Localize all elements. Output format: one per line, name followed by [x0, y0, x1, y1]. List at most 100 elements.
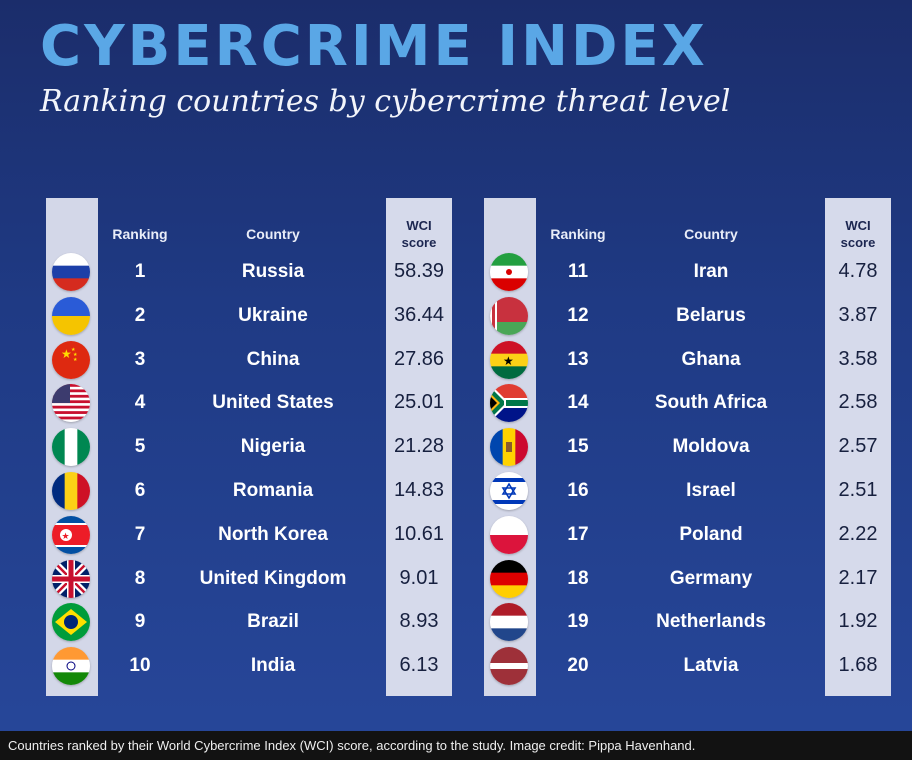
score-value: 1.92 — [838, 610, 878, 633]
ranking-header-right: Ranking — [550, 226, 606, 242]
page-title: CYBERCRIME INDEX — [40, 14, 708, 79]
score-header-line1: WCI — [845, 218, 871, 233]
country-label: China — [246, 348, 300, 370]
score-value: 10.61 — [393, 522, 445, 545]
south-africa-flag-icon — [490, 384, 528, 423]
country-label: Germany — [669, 567, 753, 589]
rank-label: 9 — [134, 611, 146, 633]
country-header-left: Country — [246, 226, 300, 242]
svg-text:★: ★ — [73, 357, 78, 363]
rank-label: 6 — [134, 480, 146, 501]
score-value: 21.28 — [393, 435, 445, 458]
rank-label: 18 — [567, 567, 589, 589]
poland-flag-icon — [490, 515, 528, 554]
rank-label: 15 — [567, 436, 589, 458]
country-label: United States — [212, 392, 334, 414]
germany-flag-icon — [490, 559, 528, 598]
score-column-left — [386, 198, 452, 696]
iran-flag-icon — [490, 253, 528, 291]
score-value: 3.87 — [838, 303, 878, 326]
india-flag-icon — [52, 647, 90, 686]
romania-flag-icon — [52, 472, 90, 510]
ukraine-flag-icon — [52, 296, 90, 335]
country-label: Romania — [232, 480, 314, 501]
rank-label: 12 — [567, 304, 589, 326]
country-label: Moldova — [672, 436, 750, 458]
ranking-header-left: Ranking — [112, 226, 168, 242]
svg-text:★: ★ — [62, 531, 70, 541]
country-label: United Kingdom — [199, 567, 347, 589]
score-value: 2.58 — [838, 391, 878, 414]
country-label: Russia — [241, 261, 305, 282]
score-value: 1.68 — [838, 654, 878, 677]
north-korea-flag-icon: ★ — [52, 515, 90, 554]
score-header-left: WCI score — [386, 217, 452, 251]
svg-text:★: ★ — [73, 352, 78, 358]
rank-label: 7 — [134, 523, 146, 545]
nigeria-flag-icon — [52, 428, 90, 467]
country-label: Latvia — [683, 655, 739, 677]
rank-label: 10 — [129, 655, 151, 677]
rank-label: 11 — [567, 261, 589, 282]
score-value: 2.51 — [838, 479, 878, 501]
china-flag-icon: ★ ★ ★ ★ — [52, 340, 90, 379]
netherlands-flag-icon — [490, 603, 528, 642]
page-subtitle: Ranking countries by cybercrime threat l… — [40, 84, 731, 119]
score-value: 3.58 — [838, 347, 878, 370]
rank-label: 20 — [567, 655, 589, 677]
svg-text:★: ★ — [61, 347, 72, 361]
country-label: Iran — [693, 261, 729, 282]
country-label: North Korea — [218, 523, 328, 545]
latvia-flag-icon — [490, 647, 528, 686]
score-value: 2.17 — [838, 566, 878, 589]
svg-text:★: ★ — [503, 354, 514, 368]
country-label: Israel — [686, 480, 736, 501]
score-value: 14.83 — [393, 479, 445, 501]
country-header-right: Country — [684, 226, 738, 242]
score-header-line2: score — [401, 235, 437, 250]
score-value: 2.22 — [838, 522, 878, 545]
rank-label: 2 — [134, 304, 146, 326]
country-label: India — [250, 655, 296, 677]
rank-label: 16 — [567, 480, 589, 501]
israel-flag-icon — [490, 472, 528, 510]
country-label: Belarus — [676, 304, 746, 326]
score-value: 27.86 — [393, 347, 445, 370]
score-column-right — [825, 198, 891, 696]
belarus-flag-icon — [490, 296, 528, 335]
score-header-line1: WCI — [406, 218, 432, 233]
country-label: Nigeria — [240, 436, 306, 458]
svg-text:★: ★ — [71, 347, 76, 353]
rank-label: 14 — [567, 392, 589, 414]
score-value: 6.13 — [399, 654, 439, 677]
russia-flag-icon — [52, 253, 90, 291]
score-value: 25.01 — [393, 391, 445, 414]
united-states-flag-icon — [52, 384, 90, 423]
country-label: Ukraine — [238, 304, 308, 326]
country-label: Poland — [679, 523, 743, 545]
country-label: Netherlands — [656, 611, 766, 633]
ghana-flag-icon: ★ — [490, 340, 528, 379]
rank-label: 3 — [134, 348, 146, 370]
rank-label: 1 — [134, 261, 146, 282]
rank-label: 19 — [567, 611, 589, 633]
score-value: 36.44 — [393, 303, 445, 326]
united-kingdom-flag-icon — [52, 559, 90, 598]
score-value: 2.57 — [838, 435, 878, 458]
score-header-line2: score — [840, 235, 876, 250]
country-label: South Africa — [654, 392, 768, 414]
country-label: Brazil — [247, 611, 299, 633]
rank-label: 4 — [134, 392, 146, 414]
image-caption: Countries ranked by their World Cybercri… — [0, 731, 912, 760]
score-header-right: WCI score — [825, 217, 891, 251]
rank-label: 13 — [567, 348, 589, 370]
brazil-flag-icon — [52, 603, 90, 642]
score-value: 9.01 — [399, 566, 439, 589]
score-value: 58.39 — [393, 260, 445, 282]
rank-label: 5 — [134, 436, 146, 458]
score-value: 4.78 — [838, 260, 878, 282]
score-value: 8.93 — [399, 610, 439, 633]
moldova-flag-icon — [490, 428, 528, 467]
rank-label: 8 — [134, 567, 146, 589]
rank-label: 17 — [567, 523, 589, 545]
